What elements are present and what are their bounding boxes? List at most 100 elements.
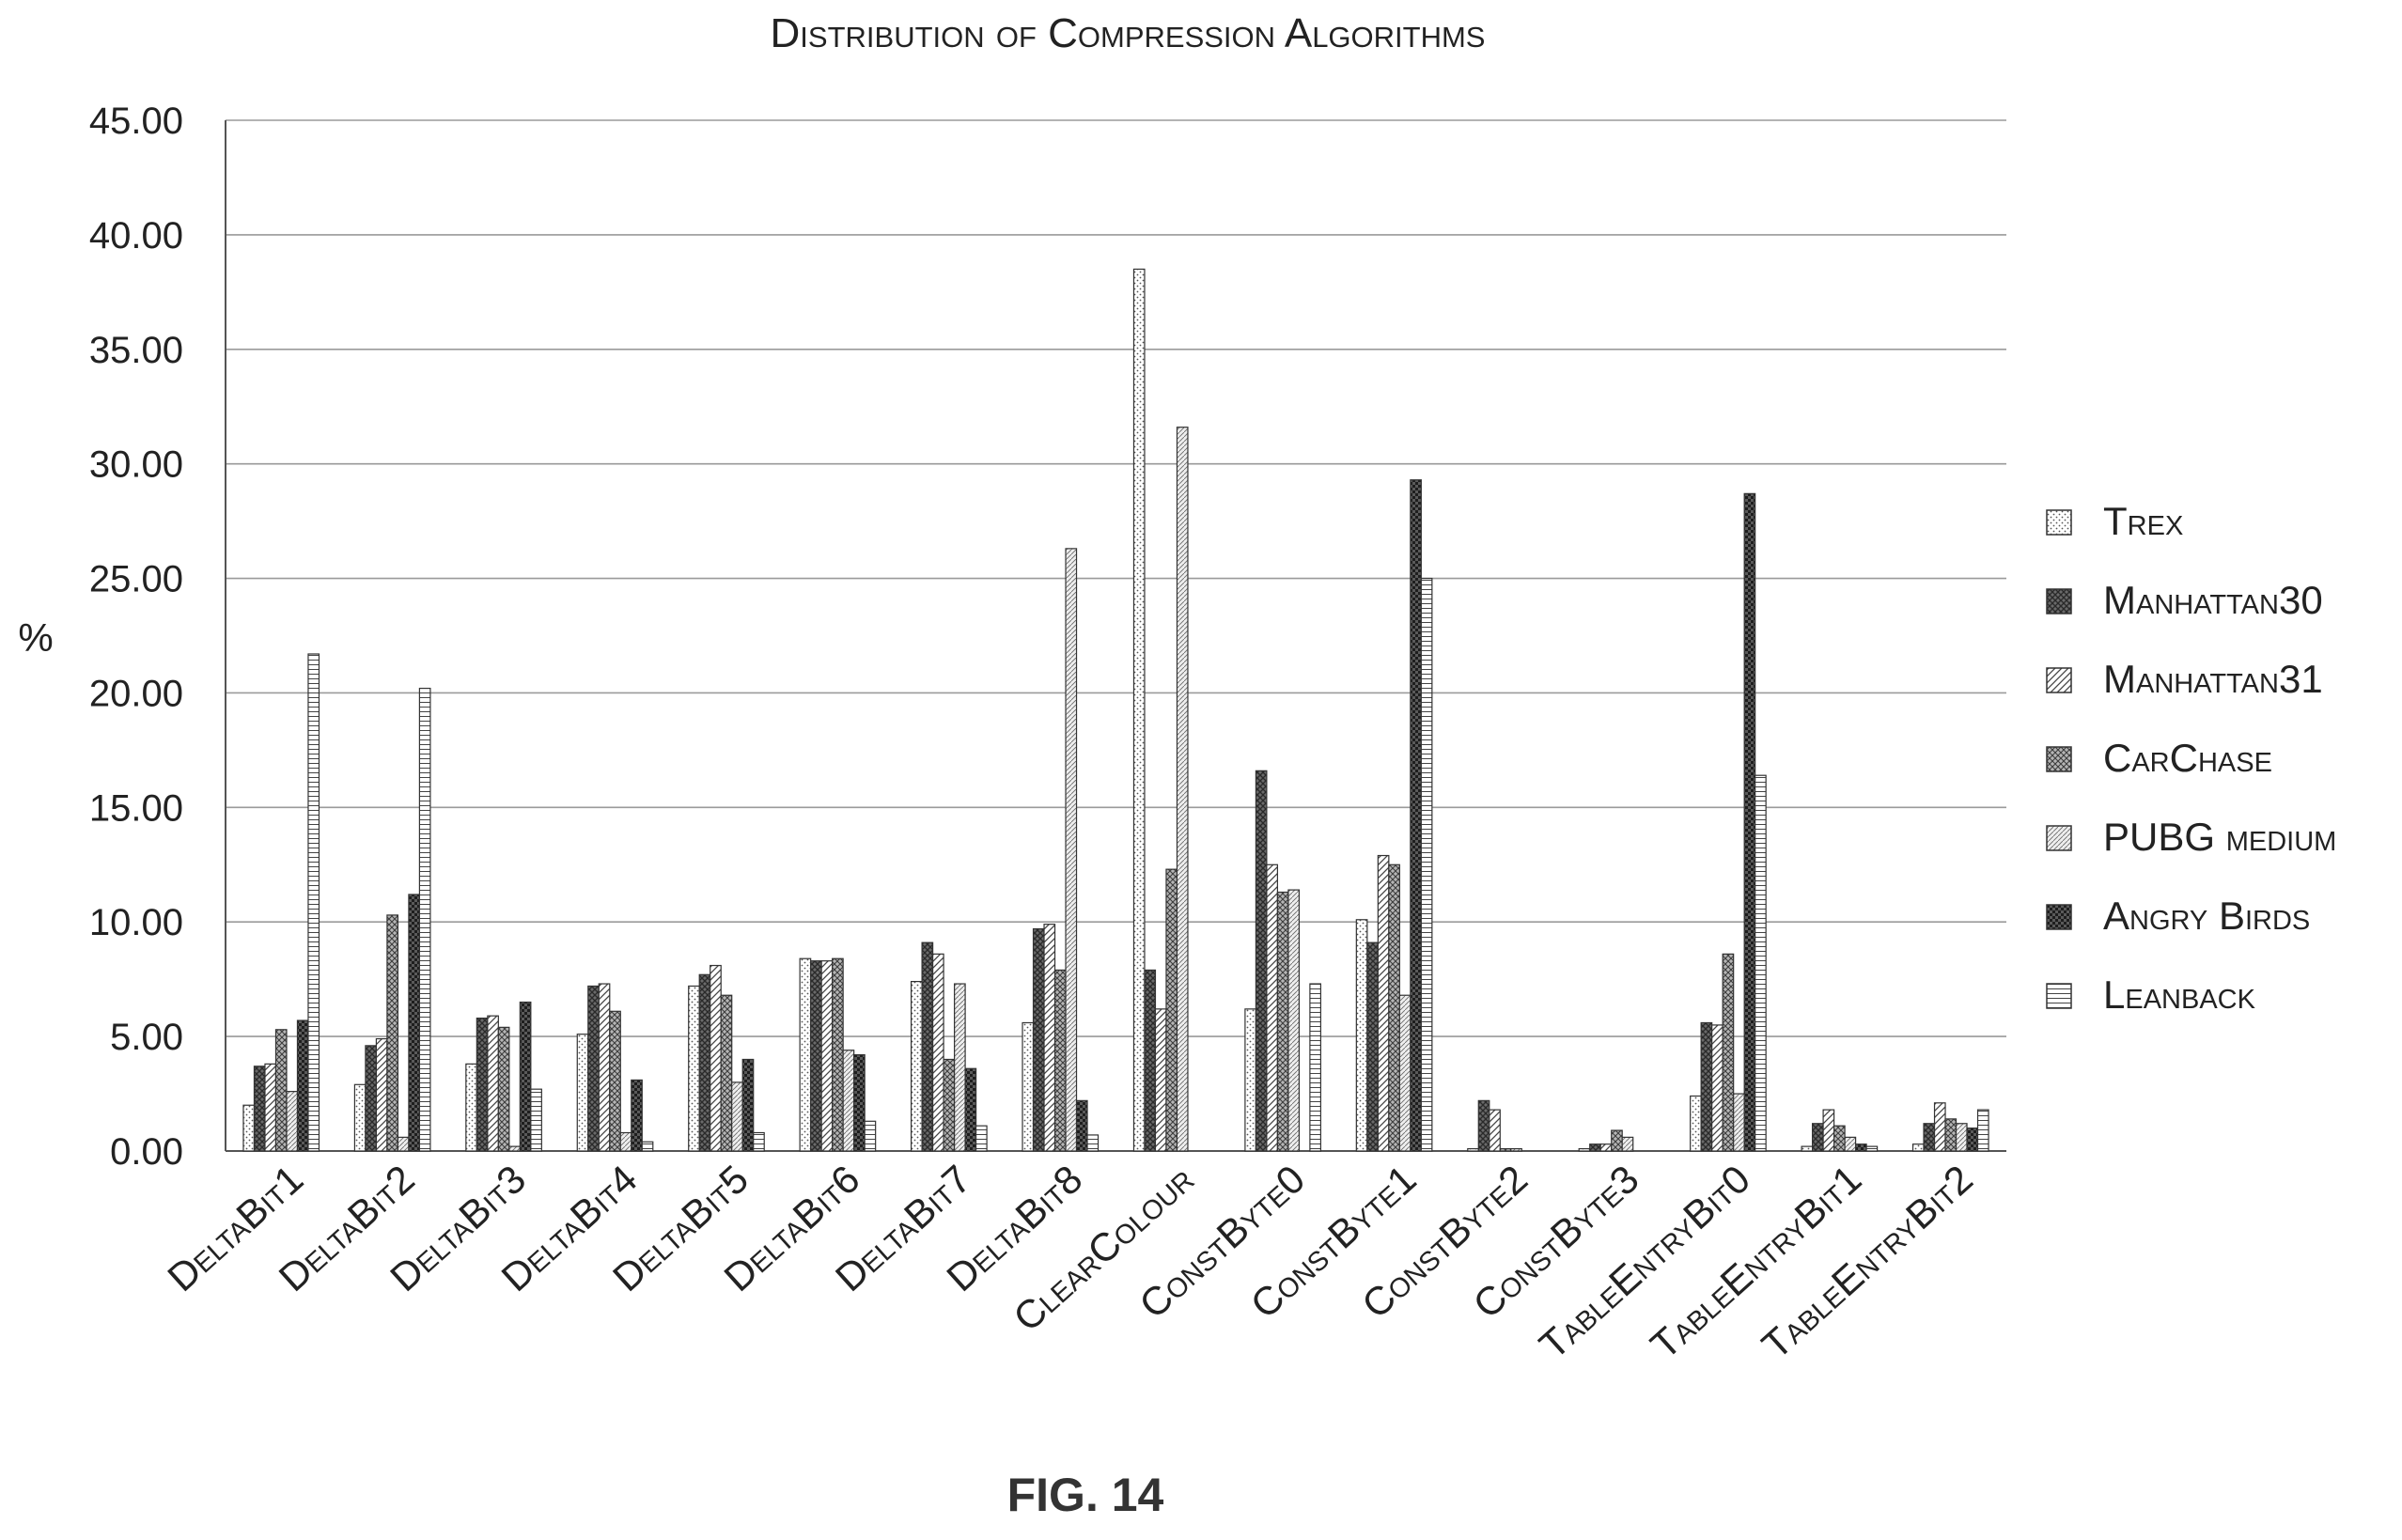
- bar: [1933, 1102, 1946, 1152]
- bar: [576, 1034, 589, 1152]
- y-tick-label: 10.00: [89, 902, 183, 943]
- legend-label: PUBG medium: [2103, 815, 2336, 859]
- bar: [1700, 1021, 1713, 1152]
- bar: [1833, 1125, 1846, 1152]
- bar: [943, 1058, 956, 1152]
- bar: [487, 1015, 499, 1152]
- bar: [1355, 919, 1368, 1152]
- y-tick-label: 0.00: [110, 1131, 183, 1173]
- bar: [1309, 983, 1322, 1152]
- bar: [820, 960, 834, 1152]
- legend-label: Manhattan30: [2103, 578, 2323, 622]
- bar: [1410, 479, 1422, 1152]
- bar: [910, 981, 923, 1152]
- bar: [465, 1063, 477, 1152]
- bar: [1255, 770, 1268, 1152]
- bar: [864, 1120, 877, 1152]
- y-tick-label: 25.00: [89, 559, 183, 600]
- bar: [1244, 1008, 1257, 1152]
- bar: [720, 994, 733, 1152]
- bar: [1477, 1099, 1490, 1152]
- bar: [476, 1018, 489, 1152]
- bar: [508, 1145, 521, 1152]
- legend-label: Trex: [2103, 499, 2183, 543]
- bar: [609, 1010, 621, 1152]
- y-axis-ticks: 0.00 5.00 10.00 15.00 20.00 25.00 30.00 35.00 40…: [89, 101, 183, 1173]
- y-tick-label: 45.00: [89, 101, 183, 142]
- bar: [497, 1026, 510, 1152]
- bar: [1822, 1109, 1835, 1152]
- bar: [710, 964, 722, 1152]
- bar: [1865, 1145, 1879, 1152]
- legend-swatch: [2046, 904, 2072, 930]
- bar: [1944, 1118, 1957, 1152]
- bar: [842, 1050, 855, 1152]
- bar: [1086, 1134, 1100, 1152]
- y-tick-label: 40.00: [89, 215, 183, 257]
- legend: Trex Manhattan30 Manhattan31 CarChase PUBG m…: [2046, 499, 2336, 1017]
- bar: [1065, 548, 1078, 1152]
- bar: [1022, 1021, 1035, 1152]
- bar: [253, 1066, 266, 1152]
- bar: [953, 983, 966, 1152]
- bar: [264, 1063, 277, 1152]
- legend-swatch: [2046, 588, 2072, 614]
- bar: [975, 1125, 988, 1152]
- bar: [1287, 889, 1301, 1152]
- bar: [598, 983, 611, 1152]
- bar: [353, 1083, 367, 1152]
- bar: [1722, 953, 1735, 1152]
- chart-title: Distribution of Compression Algorithms: [771, 10, 1486, 56]
- bar: [386, 914, 399, 1152]
- x-axis-labels: DeltaBit1DeltaBit2DeltaBit3DeltaBit4Delt…: [159, 1157, 1981, 1368]
- bar: [931, 953, 944, 1152]
- bar: [1266, 863, 1279, 1152]
- bar: [1690, 1095, 1702, 1152]
- bar: [921, 941, 934, 1152]
- bar: [1923, 1123, 1936, 1152]
- bar: [1911, 1143, 1925, 1152]
- figure-label: FIG. 14: [1007, 1469, 1164, 1521]
- bar: [1075, 1099, 1088, 1152]
- bar: [418, 687, 431, 1152]
- bar: [1801, 1145, 1814, 1152]
- bar: [1733, 1093, 1745, 1152]
- bar: [1032, 927, 1045, 1152]
- bar: [1743, 492, 1756, 1152]
- bar: [1854, 1143, 1867, 1152]
- bar: [1176, 427, 1189, 1152]
- bar: [530, 1088, 542, 1152]
- bar: [1966, 1128, 1979, 1152]
- bar: [1489, 1109, 1501, 1152]
- bar: [1053, 969, 1067, 1152]
- bar: [619, 1131, 632, 1152]
- bar: [1611, 1129, 1623, 1152]
- y-tick-label: 15.00: [89, 787, 183, 829]
- bar: [1844, 1136, 1857, 1152]
- legend-swatch: [2046, 509, 2072, 536]
- bar: [1621, 1136, 1634, 1152]
- bar: [741, 1058, 755, 1152]
- bar: [698, 973, 711, 1152]
- bar: [1398, 994, 1412, 1152]
- bar: [753, 1131, 765, 1152]
- legend-swatch: [2046, 746, 2072, 772]
- bar: [1132, 268, 1146, 1152]
- bar: [1366, 941, 1379, 1152]
- bar: [1388, 863, 1400, 1152]
- gridlines: [225, 119, 2006, 1152]
- bar: [1755, 774, 1767, 1152]
- bar: [810, 960, 822, 1152]
- bar: [286, 1091, 299, 1152]
- bar: [307, 653, 320, 1152]
- bar: [408, 894, 421, 1152]
- bar: [1589, 1143, 1601, 1152]
- y-axis-label: %: [18, 615, 53, 660]
- bar: [641, 1141, 654, 1152]
- bar: [1420, 577, 1433, 1152]
- bar: [587, 985, 600, 1152]
- bar: [397, 1136, 410, 1152]
- bar: [1976, 1109, 1989, 1152]
- bar: [296, 1019, 309, 1152]
